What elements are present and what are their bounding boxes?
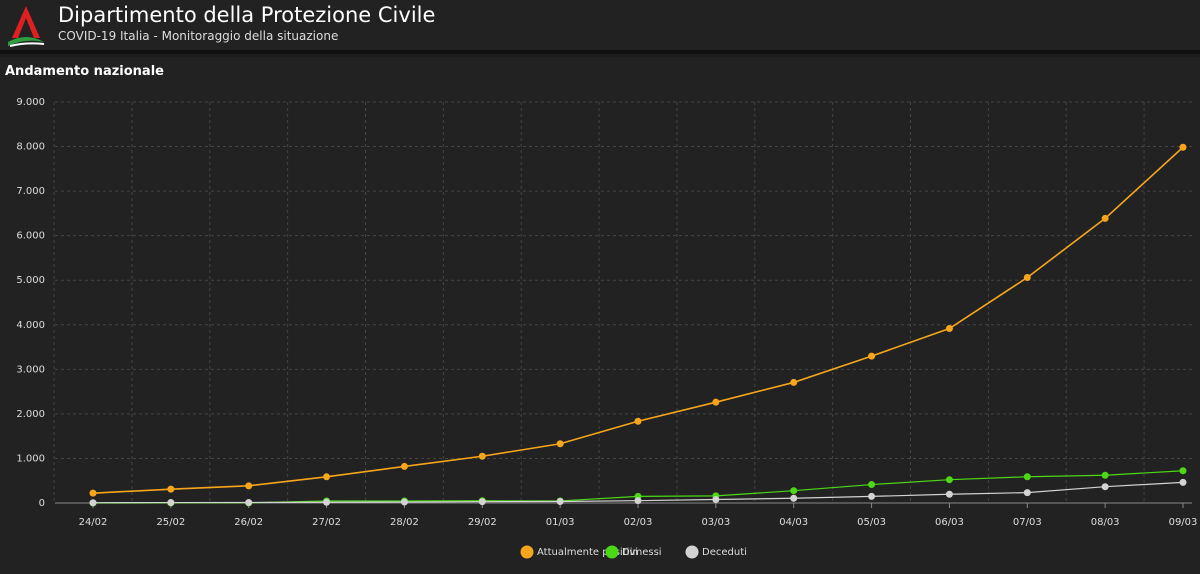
y-tick-label: 2.000 [16,409,45,420]
data-point [89,499,97,507]
y-tick-label: 6.000 [16,231,45,242]
x-tick-label: 27/02 [312,517,341,528]
data-point [945,490,953,498]
y-tick-label: 3.000 [16,364,45,375]
data-point [556,440,564,448]
data-point [712,495,720,503]
data-point [634,497,642,505]
data-point [1179,478,1187,486]
x-tick-label: 03/03 [701,517,730,528]
legend-swatch [685,545,699,559]
data-point [634,417,642,425]
y-tick-label: 7.000 [16,186,45,197]
data-point [868,352,876,360]
x-tick-label: 08/03 [1091,517,1120,528]
data-point [400,462,408,470]
x-tick-label: 06/03 [935,517,964,528]
data-point [868,492,876,500]
data-point [323,498,331,506]
data-point [1023,473,1031,481]
header-title: Dipartimento della Protezione Civile [58,3,436,27]
chart-title: Andamento nazionale [5,64,164,79]
legend-label: Attualmente positivi [537,547,638,558]
legend-label: Deceduti [702,547,747,558]
data-point [1101,483,1109,491]
logo-white [9,42,45,47]
data-point [945,325,953,333]
data-point [400,498,408,506]
data-point [1101,471,1109,479]
logo [8,6,45,47]
logo-green [8,37,44,46]
data-point [1179,143,1187,151]
data-point [245,498,253,506]
data-point [790,378,798,386]
x-tick-label: 29/02 [468,517,497,528]
x-tick-label: 07/03 [1013,517,1042,528]
data-point [167,499,175,507]
x-tick-label: 26/02 [234,517,263,528]
x-tick-label: 05/03 [857,517,886,528]
data-point [167,485,175,493]
x-tick-label: 02/03 [624,517,653,528]
data-point [790,487,798,495]
x-tick-label: 04/03 [779,517,808,528]
data-point [1023,489,1031,497]
y-tick-label: 4.000 [16,320,45,331]
data-point [478,498,486,506]
x-tick-label: 25/02 [156,517,185,528]
data-point [556,497,564,505]
data-point [245,482,253,490]
panel: Andamento nazionale 0 1.000 2.000 3.000 4.00… [0,57,1200,574]
data-point [868,481,876,489]
data-point [945,476,953,484]
y-tick-label: 1.000 [16,453,45,464]
data-point [1101,214,1109,222]
data-point [1179,467,1187,475]
legend-swatch [605,545,619,559]
data-point [1023,274,1031,282]
header: Dipartimento della Protezione Civile COV… [0,0,1200,54]
chart: 0 1.000 2.000 3.000 4.000 5.000 6.000 7.000 8.00… [16,97,1198,559]
x-tick-label: 24/02 [79,517,108,528]
logo-red-right [26,6,40,38]
header-subtitle: COVID-19 Italia - Monitoraggio della sit… [58,29,339,43]
legend-swatch [520,545,534,559]
data-point [478,452,486,460]
x-tick-label: 28/02 [390,517,419,528]
y-tick-label: 8.000 [16,142,45,153]
y-tick-label: 5.000 [16,275,45,286]
series-line [92,146,1184,494]
x-tick-label: 01/03 [546,517,575,528]
legend-label: Dimessi [622,547,662,558]
y-tick-label: 0 [39,498,45,509]
logo-red [12,6,26,38]
x-tick-label: 09/03 [1169,517,1198,528]
data-point [323,473,331,481]
y-tick-label: 9.000 [16,97,45,108]
data-point [712,398,720,406]
data-point [790,494,798,502]
data-point [89,489,97,497]
